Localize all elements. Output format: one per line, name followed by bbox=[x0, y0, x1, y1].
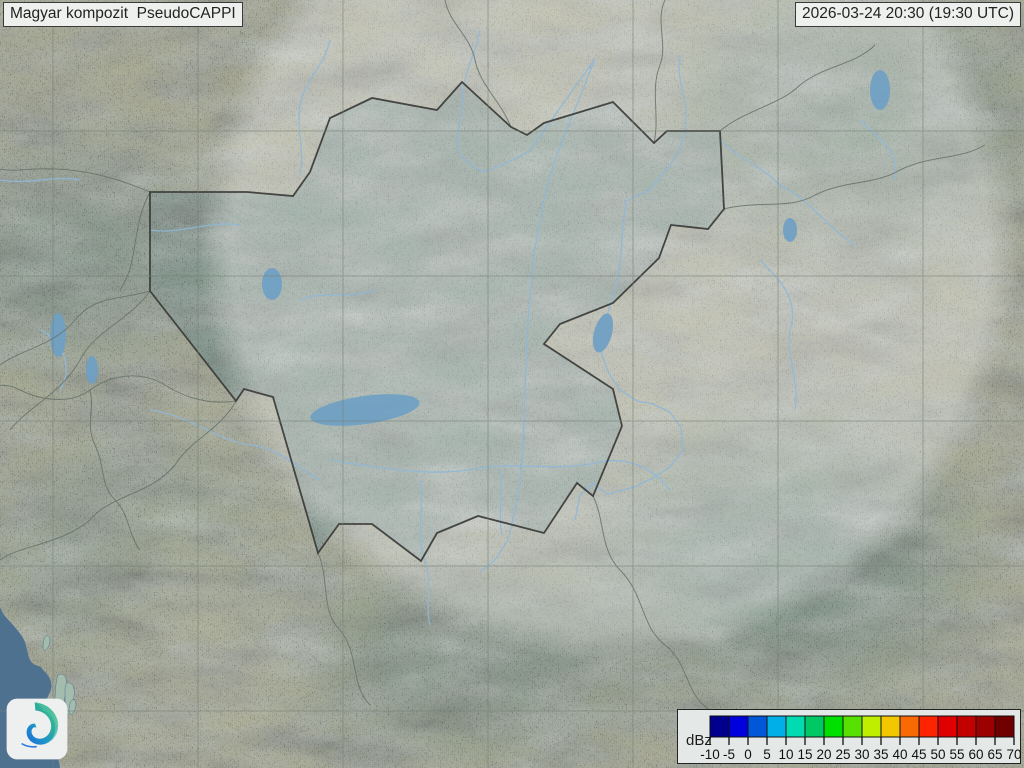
svg-text:-5: -5 bbox=[723, 747, 735, 762]
svg-text:35: 35 bbox=[873, 747, 888, 762]
svg-text:-10: -10 bbox=[700, 747, 720, 762]
svg-text:30: 30 bbox=[854, 747, 869, 762]
svg-text:45: 45 bbox=[911, 747, 926, 762]
svg-text:65: 65 bbox=[987, 747, 1002, 762]
svg-text:25: 25 bbox=[835, 747, 850, 762]
svg-text:60: 60 bbox=[968, 747, 983, 762]
svg-text:15: 15 bbox=[797, 747, 812, 762]
svg-text:20: 20 bbox=[816, 747, 831, 762]
svg-text:5: 5 bbox=[763, 747, 771, 762]
svg-text:0: 0 bbox=[744, 747, 752, 762]
svg-text:55: 55 bbox=[949, 747, 964, 762]
svg-text:40: 40 bbox=[892, 747, 907, 762]
svg-text:10: 10 bbox=[778, 747, 793, 762]
svg-text:50: 50 bbox=[930, 747, 945, 762]
svg-text:70: 70 bbox=[1006, 747, 1021, 762]
